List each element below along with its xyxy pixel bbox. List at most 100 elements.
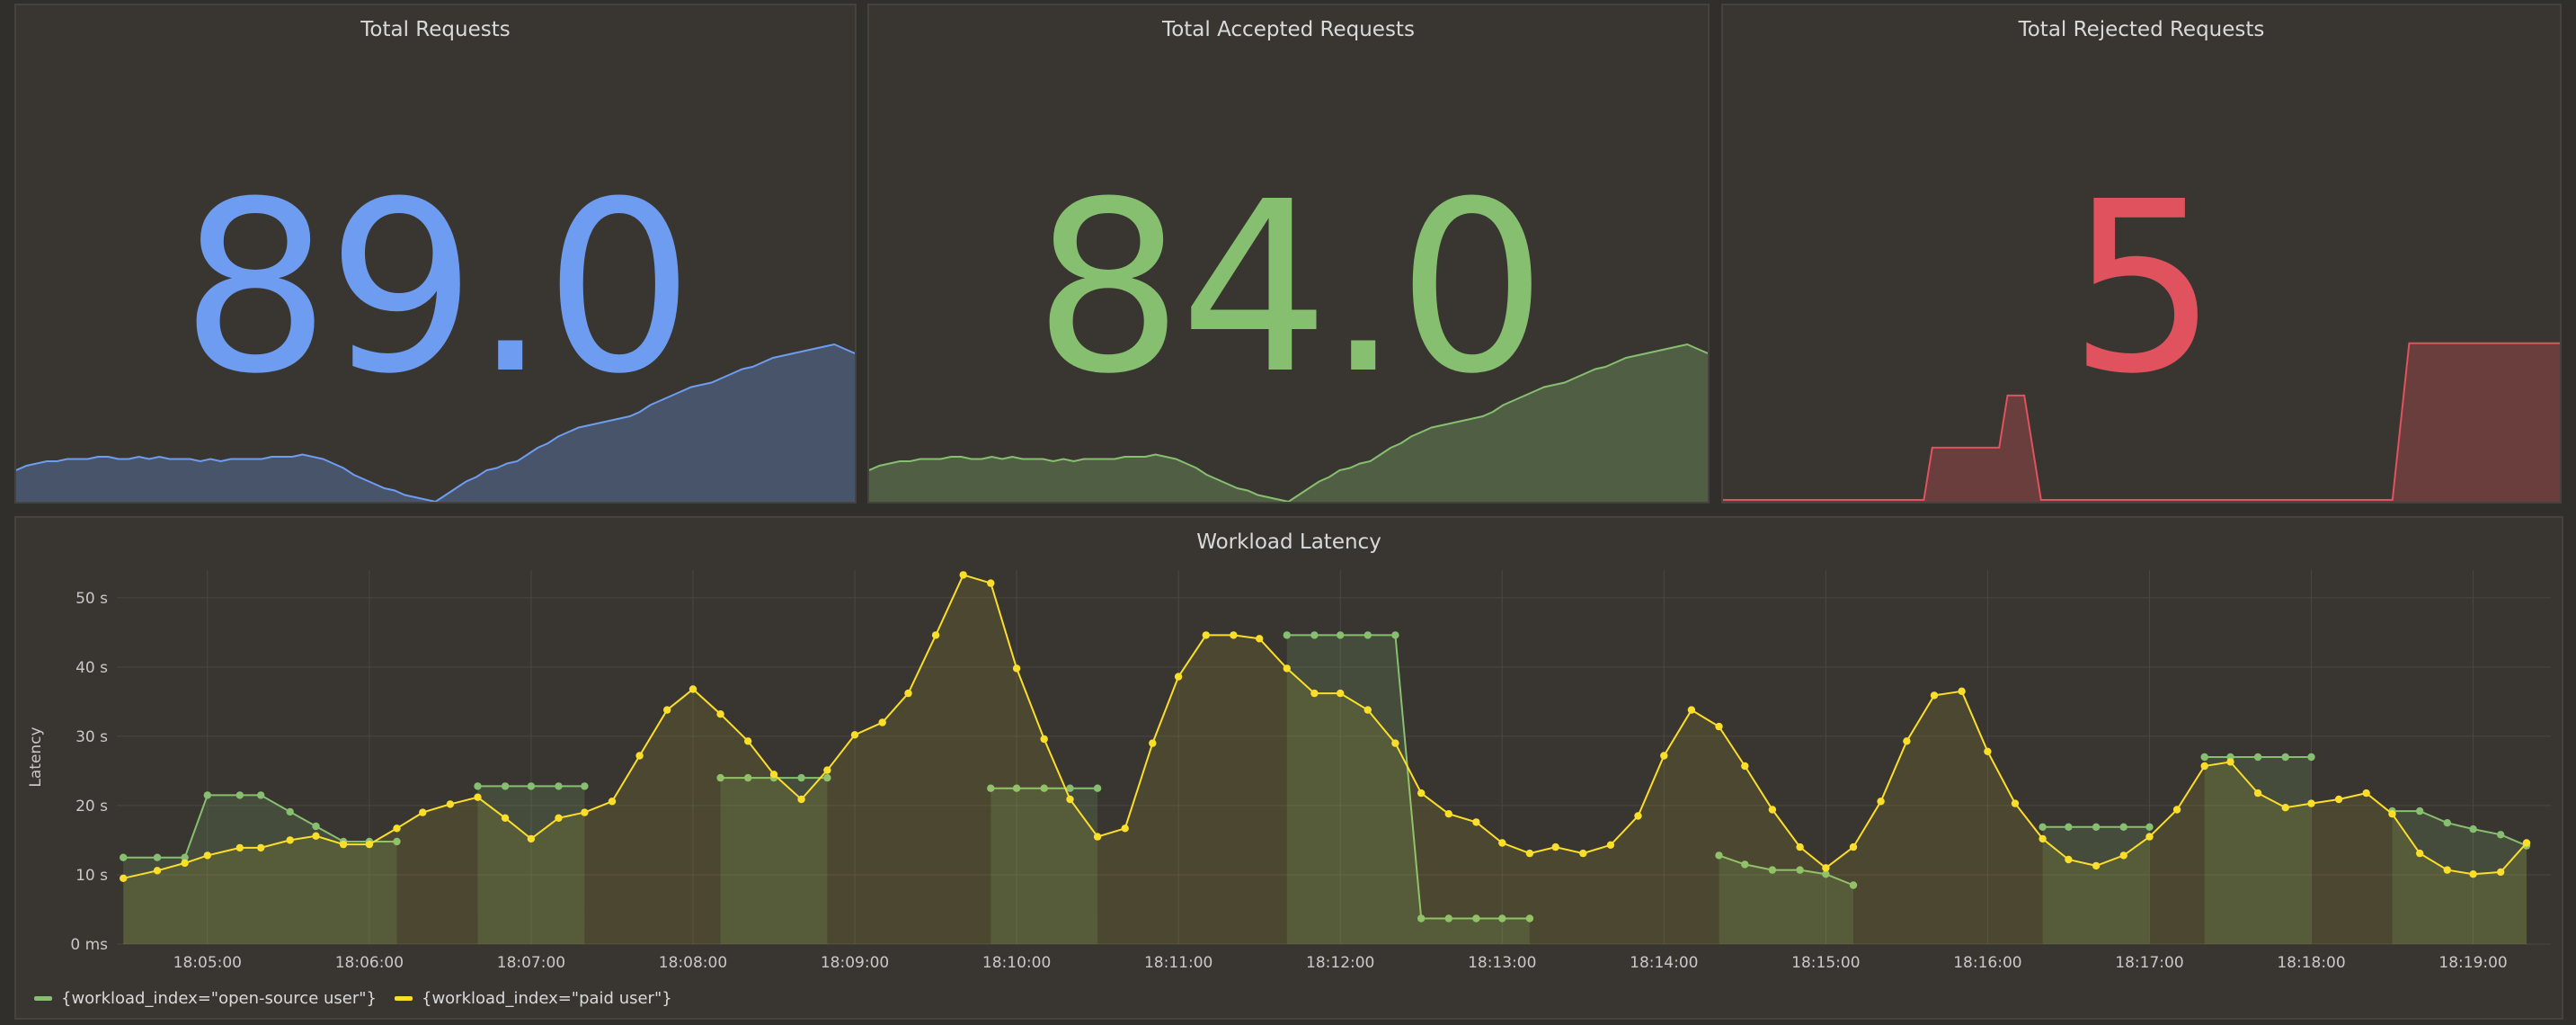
- series-area: [123, 795, 397, 944]
- graph-panel-workload-latency[interactable]: Workload Latency 0 ms 10 s 20 s 30 s 40 s 50 …: [14, 516, 2563, 1020]
- data-point: [1364, 631, 1372, 639]
- data-point: [823, 773, 831, 782]
- data-point: [181, 859, 189, 868]
- data-point: [1525, 849, 1534, 858]
- sparkline-line: [869, 343, 1708, 502]
- data-point: [2469, 870, 2477, 878]
- series-area: [720, 778, 828, 944]
- x-tick-label: 18:13:00: [1468, 954, 1536, 972]
- y-tick-label: 0 ms: [70, 936, 108, 954]
- series-line: [1719, 854, 1854, 887]
- data-point: [1066, 795, 1074, 804]
- series-line: [1286, 634, 1530, 920]
- data-point: [1768, 866, 1777, 874]
- x-tick-label: 18:10:00: [982, 954, 1051, 972]
- data-point: [1444, 810, 1453, 818]
- sparkline-area: [16, 344, 855, 502]
- data-point: [527, 782, 536, 790]
- data-point: [1877, 798, 1885, 806]
- x-tick-label: 18:14:00: [1630, 954, 1698, 972]
- data-point: [1093, 784, 1102, 792]
- data-point: [1634, 812, 1642, 820]
- data-point: [2039, 823, 2047, 831]
- data-point: [1283, 664, 1292, 673]
- data-point: [797, 795, 805, 804]
- data-point: [823, 766, 831, 774]
- data-point: [1391, 739, 1399, 747]
- data-point: [688, 685, 697, 693]
- data-point: [2253, 753, 2262, 762]
- data-point: [2065, 823, 2073, 831]
- series-line: [122, 574, 2527, 879]
- data-point: [501, 782, 510, 790]
- data-point: [2281, 753, 2289, 762]
- y-axis-label: Latency: [27, 726, 45, 787]
- data-point: [635, 752, 644, 760]
- data-point: [2281, 804, 2289, 812]
- sparkline: [869, 343, 1708, 502]
- sparkline: [16, 343, 855, 502]
- data-point: [235, 791, 244, 799]
- legend-label: {workload_index="open-source user"}: [61, 989, 377, 1008]
- data-point: [1958, 687, 1966, 695]
- data-point: [2200, 762, 2208, 771]
- series-1: [120, 571, 2531, 944]
- data-point: [1715, 851, 1723, 860]
- series-area: [477, 786, 585, 944]
- data-point: [1687, 706, 1696, 714]
- legend-item[interactable]: {workload_index="paid user"}: [395, 989, 672, 1008]
- data-point: [2226, 758, 2234, 766]
- data-point: [1337, 689, 1345, 698]
- data-point: [1849, 842, 1858, 851]
- data-point: [1149, 739, 1157, 747]
- data-point: [2443, 819, 2451, 827]
- data-point: [1230, 631, 1238, 639]
- panel-title: Workload Latency: [1196, 530, 1381, 554]
- data-point: [2307, 799, 2315, 807]
- data-point: [2119, 851, 2127, 860]
- legend-item[interactable]: {workload_index="open-source user"}: [34, 989, 377, 1008]
- data-point: [1715, 722, 1723, 731]
- data-point: [181, 853, 189, 861]
- x-tick-label: 18:16:00: [1953, 954, 2021, 972]
- data-point: [1202, 631, 1211, 639]
- data-point: [393, 824, 401, 833]
- data-point: [1822, 870, 1830, 878]
- legend-label: {workload_index="paid user"}: [422, 989, 672, 1008]
- data-point: [1984, 747, 1992, 755]
- y-tick-label: 10 s: [76, 867, 108, 885]
- data-point: [2253, 789, 2262, 798]
- data-point: [744, 773, 752, 782]
- data-point: [555, 782, 563, 790]
- stat-panel-total-rejected-requests[interactable]: Total Rejected Requests 5: [1721, 4, 2562, 504]
- data-point: [1472, 914, 1480, 922]
- data-point: [1472, 818, 1480, 826]
- data-point: [2443, 866, 2451, 874]
- data-point: [312, 832, 320, 840]
- data-point: [1417, 914, 1426, 922]
- stat-value: 5: [2068, 151, 2218, 425]
- data-point: [744, 737, 752, 745]
- stat-value: 89.0: [180, 151, 694, 425]
- x-tick-label: 18:08:00: [659, 954, 727, 972]
- latency-chart[interactable]: 0 ms 10 s 20 s 30 s 40 s 50 s 18:05:00 18:06:00…: [16, 518, 2562, 985]
- stat-panel-total-requests[interactable]: Total Requests 89.0: [14, 4, 857, 504]
- data-point: [501, 814, 510, 822]
- data-point: [608, 798, 617, 806]
- legend: {workload_index="open-source user"} {work…: [34, 989, 672, 1008]
- data-point: [1093, 833, 1102, 841]
- stat-panel-total-accepted-requests[interactable]: Total Accepted Requests 84.0: [867, 4, 1710, 504]
- data-point: [2497, 868, 2505, 877]
- data-point: [393, 837, 401, 846]
- data-point: [1364, 706, 1372, 714]
- data-point: [769, 771, 778, 779]
- data-point: [1796, 842, 1804, 851]
- data-point: [959, 571, 967, 579]
- series-area: [123, 575, 2527, 944]
- x-tick-label: 18:18:00: [2277, 954, 2345, 972]
- data-point: [203, 791, 211, 799]
- data-point: [1822, 864, 1830, 872]
- data-point: [1337, 631, 1345, 639]
- data-point: [2039, 834, 2047, 843]
- sparkline-line: [1723, 342, 2560, 501]
